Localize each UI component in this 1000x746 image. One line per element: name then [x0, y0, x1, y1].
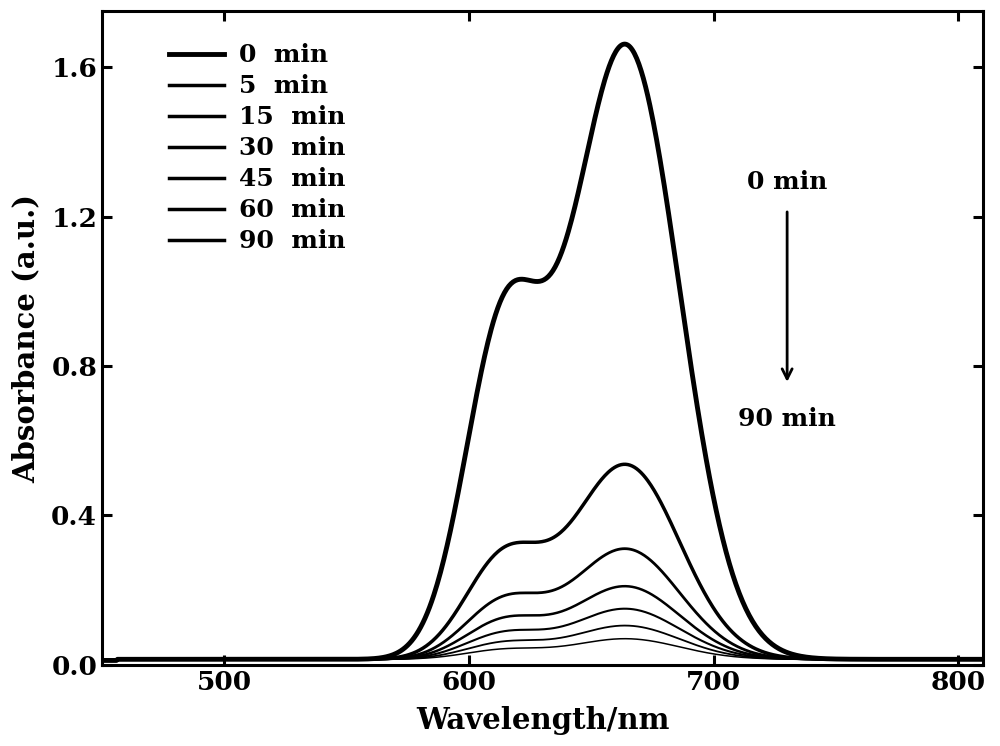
X-axis label: Wavelength/nm: Wavelength/nm: [416, 706, 669, 735]
Y-axis label: Absorbance (a.u.): Absorbance (a.u.): [11, 193, 40, 483]
Text: 0 min: 0 min: [747, 170, 827, 194]
Legend: 0  min, 5  min, 15  min, 30  min, 45  min, 60  min, 90  min: 0 min, 5 min, 15 min, 30 min, 45 min, 60…: [159, 34, 355, 263]
Text: 90 min: 90 min: [738, 407, 836, 431]
